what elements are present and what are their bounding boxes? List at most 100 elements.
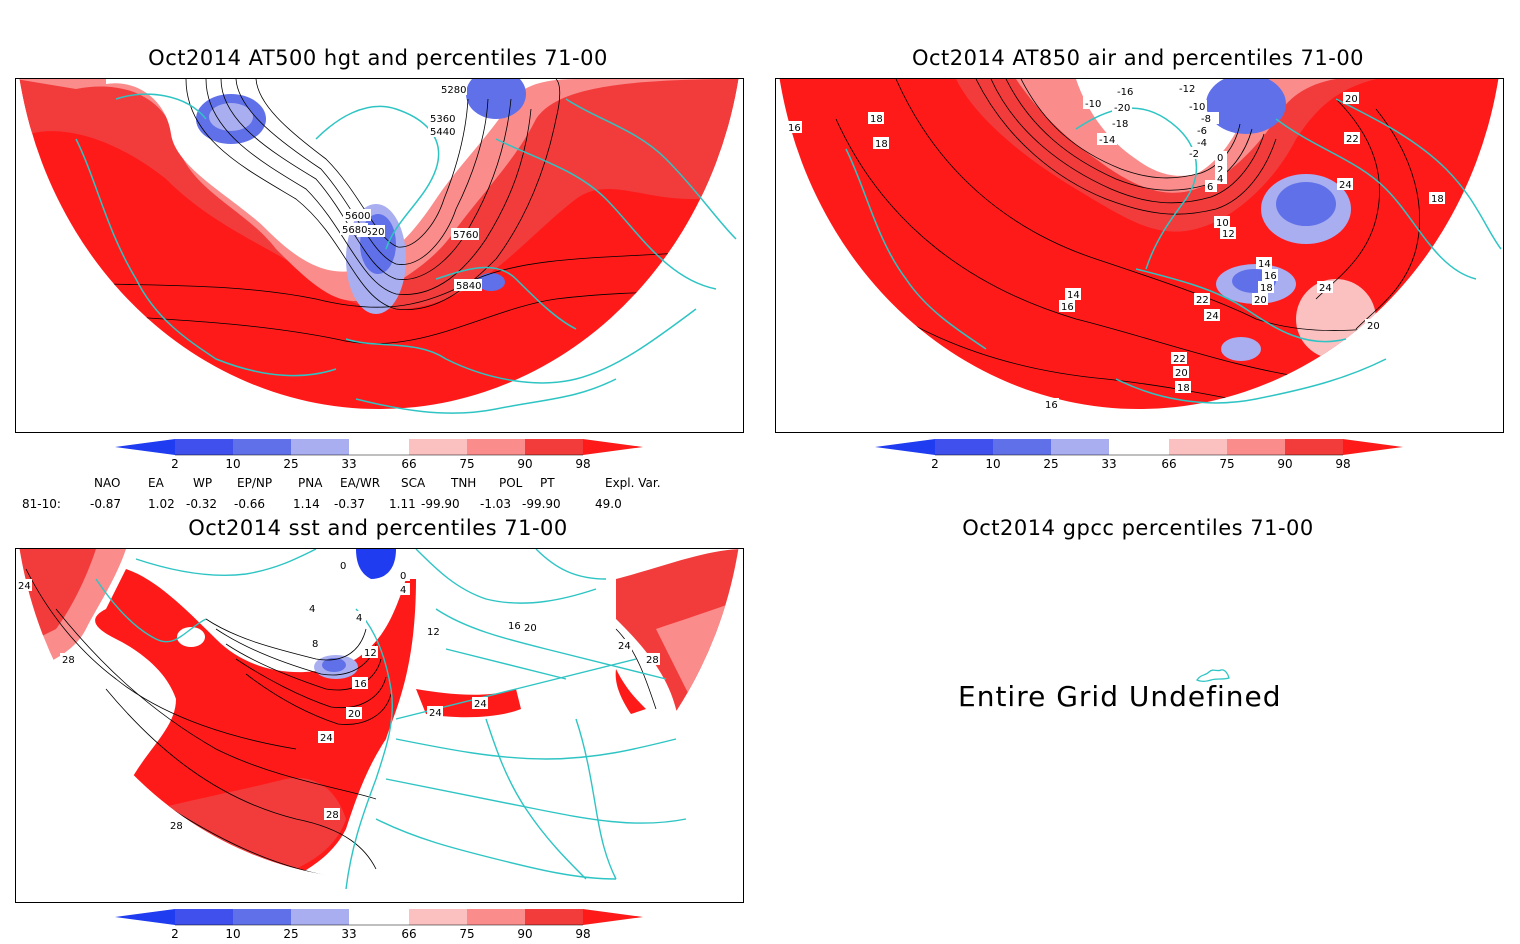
colorbar-tick: 33: [1101, 457, 1116, 471]
contour-label: 24: [618, 641, 631, 652]
contour-label: 5280: [441, 85, 466, 96]
map-air850: 16 18 18 -10 -16 -20 -18 -14 -12 -10 -8 …: [775, 78, 1504, 433]
contour-labels: 16 18 18 -10 -16 -20 -18 -14 -12 -10 -8 …: [786, 82, 1445, 411]
contour-label: 5600: [345, 211, 370, 222]
low-anomaly: [466, 79, 526, 119]
index-header: PT: [540, 476, 555, 490]
index-value: -0.37: [334, 497, 366, 511]
colorbar-tick: 66: [401, 927, 416, 940]
index-header: SCA: [401, 476, 426, 490]
low-anomaly: [322, 658, 346, 672]
contour-label: 6: [1207, 182, 1213, 193]
contour-label: 22: [1196, 295, 1209, 306]
contour-label: 18: [1260, 283, 1273, 294]
index-value: -99.90: [421, 497, 460, 511]
panel-title-sst: Oct2014 sst and percentiles 71-00: [188, 516, 568, 540]
contour-label: 24: [429, 708, 442, 719]
colorbar-tick: 10: [225, 927, 240, 940]
colorbar-swatches: [115, 439, 643, 456]
contour-label: 18: [1431, 194, 1444, 205]
contour-label: 0: [1217, 153, 1223, 164]
low-anomaly: [1221, 337, 1261, 361]
low-anomaly: [1206, 79, 1286, 134]
colorbar-air850: 2 10 25 33 66 75 90 98: [875, 439, 1405, 477]
low-anomaly: [477, 273, 505, 291]
contour-label: -2: [1189, 149, 1199, 160]
index-value: -99.90: [522, 497, 561, 511]
contour-label: 16: [508, 621, 521, 632]
percentile-shading: [615, 669, 646, 714]
index-header: WP: [193, 476, 213, 490]
map-sst: 24 28 0 0 4 4 8 4 12 16 20 24 28 28 12 1…: [15, 548, 744, 903]
map-hgt500-canvas: 5280 5360 5440 5520 5600 5680 5760 5840: [16, 79, 743, 414]
contour-label: 0: [340, 561, 346, 572]
index-value: -0.32: [186, 497, 218, 511]
contour-label: 18: [1177, 383, 1190, 394]
colorbar-tick: 25: [1043, 457, 1058, 471]
teleconnection-indices: NAO EA WP EP/NP PNA EA/WR SCA TNH POL PT…: [0, 474, 740, 514]
index-header: EA: [148, 476, 164, 490]
index-header: POL: [499, 476, 523, 490]
contour-label: 28: [646, 655, 659, 666]
colorbar-tick: 33: [341, 927, 356, 940]
contour-label: -10: [1085, 99, 1101, 110]
low-anomaly: [209, 103, 253, 131]
index-header: PNA: [298, 476, 323, 490]
contour-label: 16: [1061, 302, 1074, 313]
contour-label: -10: [1189, 102, 1205, 113]
contour-label: 18: [875, 139, 888, 150]
contour-label: 24: [474, 699, 487, 710]
low-anomaly: [356, 549, 396, 579]
contour-label: 18: [870, 114, 883, 125]
index-value: 1.14: [293, 497, 320, 511]
contour-label: 14: [1258, 259, 1271, 270]
index-value: -0.87: [90, 497, 122, 511]
contour-label: -8: [1201, 114, 1211, 125]
colorbar-tick-labels: 2 10 25 33 66 75 90 98: [931, 457, 1350, 471]
index-value: -1.03: [480, 497, 512, 511]
contour-label: 20: [1367, 321, 1380, 332]
contour-label: 10: [1216, 218, 1229, 229]
undefined-grid-message: Entire Grid Undefined: [958, 680, 1282, 713]
index-header: NAO: [94, 476, 121, 490]
coastlines: [75, 93, 737, 414]
panel-title-gpcc: Oct2014 gpcc percentiles 71-00: [962, 516, 1314, 540]
contour-label: 16: [1264, 271, 1277, 282]
percentile-shading: [177, 627, 205, 647]
index-header: EP/NP: [237, 476, 273, 490]
colorbar-swatches: [875, 439, 1403, 456]
contour-label: 16: [788, 123, 801, 134]
low-anomaly: [1276, 182, 1336, 226]
colorbar-tick: 90: [517, 457, 532, 471]
contour-label: 4: [309, 604, 315, 615]
index-header: EA/WR: [340, 476, 381, 490]
panel-title-air850: Oct2014 AT850 air and percentiles 71-00: [911, 46, 1365, 70]
colorbar-tick: 90: [517, 927, 532, 940]
contour-label: 12: [364, 648, 377, 659]
contour-label: 12: [427, 627, 440, 638]
contour-label: 22: [1173, 354, 1186, 365]
map-sst-canvas: 24 28 0 0 4 4 8 4 12 16 20 24 28 28 12 1…: [16, 549, 743, 890]
panel-title-hgt500: Oct2014 AT500 hgt and percentiles 71-00: [148, 46, 608, 70]
contour-label: 0: [400, 571, 406, 582]
contour-label: 20: [1345, 94, 1358, 105]
contour-label: 20: [524, 623, 537, 634]
colorbar-swatches: [115, 909, 643, 926]
contour-label: 4: [1217, 174, 1223, 185]
contour-label: 16: [1045, 400, 1058, 411]
colorbar-tick: 2: [171, 927, 179, 940]
contour-label: 5840: [456, 281, 481, 292]
colorbar-tick: 2: [171, 457, 179, 471]
contour-label: 4: [400, 585, 406, 596]
contour-label: 28: [326, 810, 339, 821]
colorbar-tick: 98: [575, 457, 590, 471]
index-value: 49.0: [595, 497, 622, 511]
colorbar-tick: 10: [225, 457, 240, 471]
contour-label: 24: [1319, 283, 1332, 294]
contour-labels: 24 28 0 0 4 4 8 4 12 16 20 24 28 28 12 1…: [18, 559, 660, 832]
coastlines: [95, 549, 687, 890]
map-air850-canvas: 16 18 18 -10 -16 -20 -18 -14 -12 -10 -8 …: [776, 79, 1503, 411]
contour-label: 5680: [342, 225, 367, 236]
colorbar-tick: 75: [1219, 457, 1234, 471]
contour-label: 20: [348, 709, 361, 720]
